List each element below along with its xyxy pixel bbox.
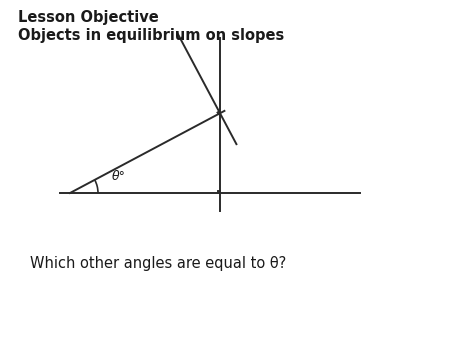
Text: Which other angles are equal to θ?: Which other angles are equal to θ? bbox=[30, 256, 286, 271]
Text: θ°: θ° bbox=[112, 169, 126, 183]
Text: Objects in equilibrium on slopes: Objects in equilibrium on slopes bbox=[18, 28, 284, 43]
Text: Lesson Objective: Lesson Objective bbox=[18, 10, 159, 25]
